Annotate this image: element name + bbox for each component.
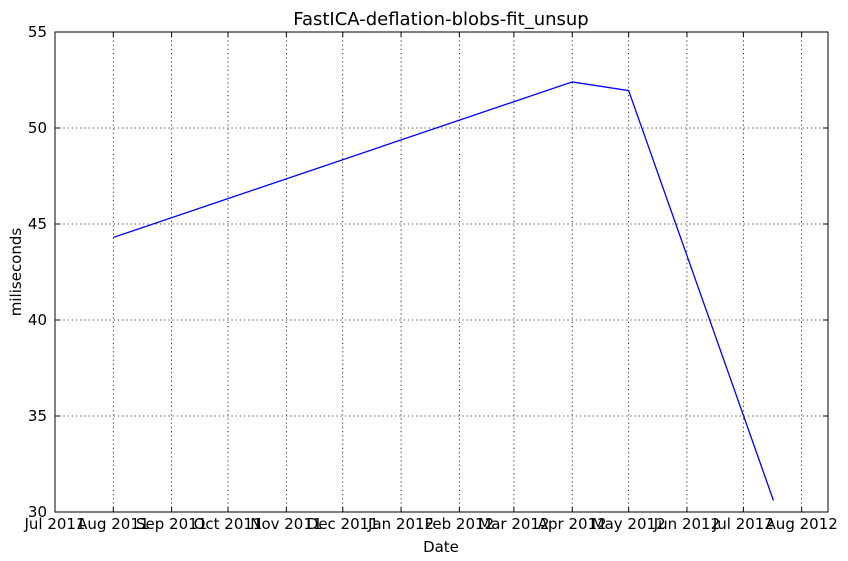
plot-frame bbox=[54, 31, 829, 513]
x-tick-label: Apr 2012 bbox=[538, 515, 607, 533]
x-tick-label: Feb 2012 bbox=[425, 515, 495, 533]
x-tick-label: Aug 2012 bbox=[766, 515, 838, 533]
chart-title: FastICA-deflation-blobs-fit_unsup bbox=[293, 9, 588, 30]
x-tick-label: Oct 2011 bbox=[194, 515, 263, 533]
y-axis-label: miliseconds bbox=[7, 228, 25, 317]
tick-layer bbox=[54, 31, 828, 513]
x-tick-label: Nov 2011 bbox=[250, 515, 322, 533]
grid-layer bbox=[54, 31, 828, 513]
y-tick-label: 55 bbox=[28, 23, 47, 41]
series-line bbox=[113, 81, 775, 501]
x-axis-label: Date bbox=[423, 538, 459, 556]
y-tick-label: 35 bbox=[28, 407, 47, 425]
y-tick-label: 30 bbox=[28, 503, 47, 521]
x-tick-label: Jun 2012 bbox=[653, 515, 720, 533]
x-tick-label: Mar 2012 bbox=[478, 515, 549, 533]
y-tick-label: 45 bbox=[28, 215, 47, 233]
series-layer bbox=[113, 81, 775, 501]
y-tick-label: 40 bbox=[28, 311, 47, 329]
x-tick-label: May 2012 bbox=[592, 515, 666, 533]
x-tick-label: Jan 2012 bbox=[367, 515, 434, 533]
x-tick-label: Dec 2011 bbox=[307, 515, 379, 533]
x-tick-label: Sep 2011 bbox=[136, 515, 207, 533]
y-tick-label: 50 bbox=[28, 119, 47, 137]
x-tick-label: Aug 2011 bbox=[77, 515, 149, 533]
x-tick-label: Jul 2012 bbox=[712, 515, 774, 533]
x-tick-label: Jul 2011 bbox=[23, 515, 85, 533]
